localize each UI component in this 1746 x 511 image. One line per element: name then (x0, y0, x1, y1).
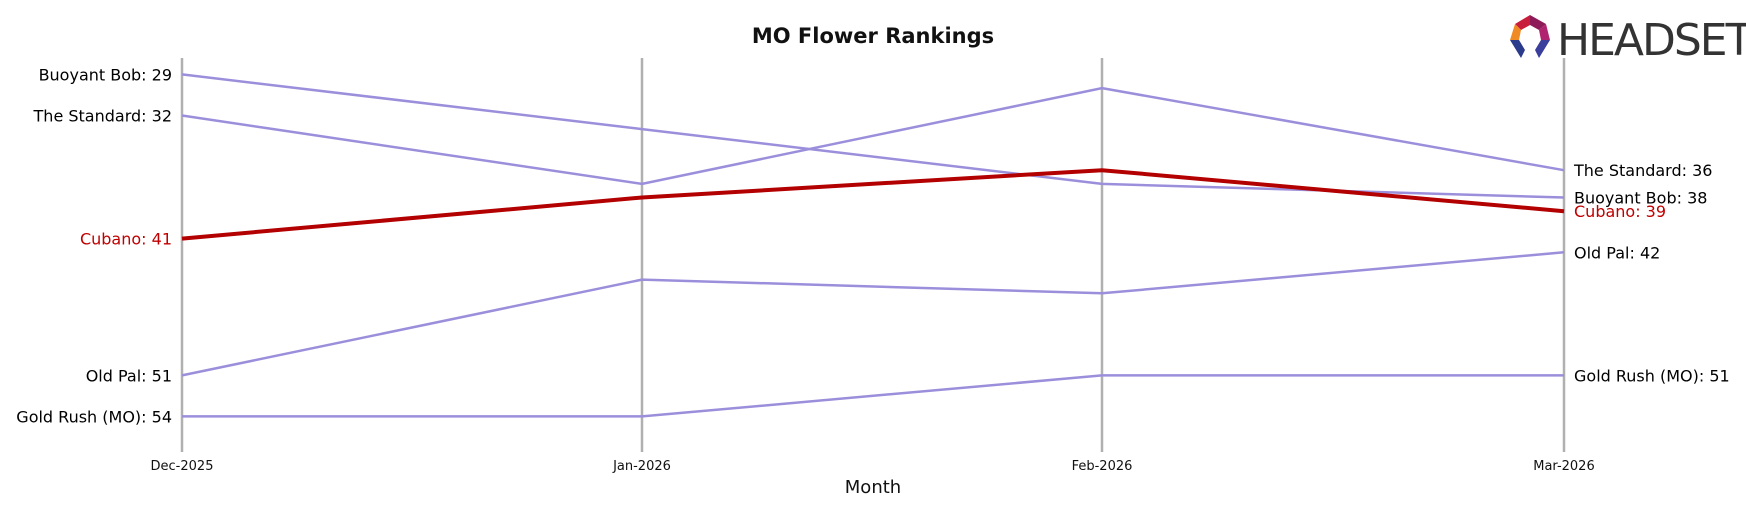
end-label-old-pal: Old Pal: 42 (1574, 243, 1660, 262)
series-labels: Buoyant Bob: 29 Buoyant Bob: 38 The Standa… (16, 65, 1729, 426)
series-line-old-pal (181, 251, 1565, 377)
series-line-the-standard (181, 86, 1565, 186)
series-line-cubano (181, 168, 1565, 241)
chart-title: MO Flower Rankings (752, 24, 994, 48)
start-label-old-pal: Old Pal: 51 (86, 366, 172, 385)
end-label-the-standard: The Standard: 36 (1573, 161, 1712, 180)
headset-logo-text: HEADSET (1557, 15, 1746, 66)
series-line-gold-rush-mo (182, 374, 1564, 418)
start-label-buoyant-bob: Buoyant Bob: 29 (39, 65, 172, 84)
end-label-gold-rush-mo: Gold Rush (MO): 51 (1574, 366, 1730, 385)
x-tick-label: Feb-2026 (1072, 459, 1133, 474)
end-label-buoyant-bob: Buoyant Bob: 38 (1574, 189, 1707, 208)
start-label-gold-rush-mo: Gold Rush (MO): 54 (16, 407, 172, 426)
month-gridlines (180, 58, 1566, 452)
x-tick-label: Dec-2025 (151, 459, 214, 474)
x-axis-label: Month (845, 477, 901, 498)
x-tick-label: Jan-2026 (612, 459, 671, 474)
x-tick-label: Mar-2026 (1533, 459, 1594, 474)
headset-logo-mark-icon (1510, 15, 1550, 58)
series-lines (181, 73, 1565, 418)
start-label-the-standard: The Standard: 32 (33, 106, 172, 125)
headset-logo: HEADSET (1510, 15, 1746, 66)
end-label-cubano: Cubano: 39 (1574, 202, 1666, 221)
x-axis-ticks: Dec-2025 Jan-2026 Feb-2026 Mar-2026 (151, 459, 1595, 474)
start-label-cubano: Cubano: 41 (80, 230, 172, 249)
